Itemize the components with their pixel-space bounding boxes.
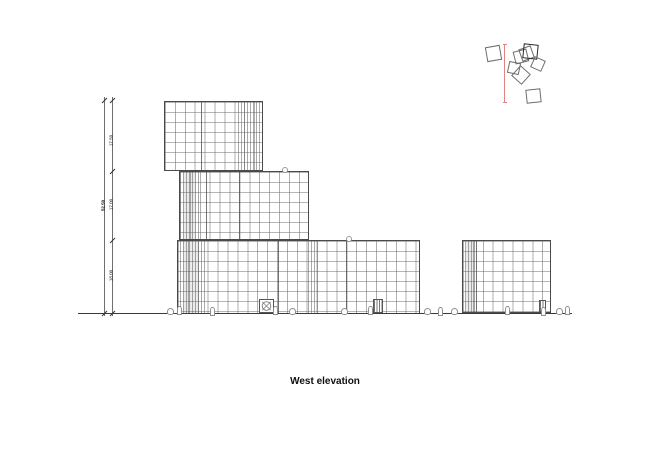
person-icon bbox=[210, 307, 215, 316]
curtain-wall-dense-strip bbox=[465, 241, 476, 312]
building-block-top bbox=[164, 101, 263, 171]
key-plan-building bbox=[525, 88, 542, 104]
key-plan-building bbox=[484, 44, 503, 63]
person-icon bbox=[177, 306, 182, 315]
grid-bubble-icon bbox=[282, 167, 288, 173]
section-marker-line bbox=[501, 44, 508, 103]
dimension-line-overall bbox=[104, 97, 105, 316]
revolving-door-icon bbox=[259, 299, 274, 313]
curtain-wall-dense-strip bbox=[308, 241, 318, 313]
person-icon bbox=[541, 307, 546, 316]
building-block-middle bbox=[179, 167, 309, 240]
drawing-title: West elevation bbox=[290, 376, 360, 387]
dimension-value-segment-middle: 17.00 bbox=[108, 198, 114, 211]
curtain-wall-dense-strip bbox=[180, 241, 207, 313]
grid-major-line bbox=[278, 241, 279, 313]
dimension-value-segment-top: 17.50 bbox=[108, 134, 114, 147]
entry-door-icon bbox=[373, 299, 383, 313]
person-icon bbox=[505, 306, 510, 315]
grid-major-line bbox=[239, 172, 240, 239]
shrub-icon bbox=[451, 308, 458, 315]
dimension-line-segments bbox=[112, 97, 113, 316]
grid-major-line bbox=[346, 241, 347, 313]
person-icon bbox=[273, 306, 278, 315]
grid-major-line bbox=[206, 172, 207, 239]
grid-major-line bbox=[201, 102, 202, 170]
ground-line bbox=[78, 313, 572, 315]
person-icon bbox=[565, 306, 570, 315]
dimension-value-segment-bottom: 18.00 bbox=[108, 269, 114, 282]
person-icon bbox=[368, 306, 373, 315]
person-icon bbox=[438, 307, 443, 316]
building-block-annex bbox=[462, 240, 551, 313]
dimension-value-overall: 52.50 bbox=[100, 199, 106, 212]
shrub-icon bbox=[289, 308, 296, 315]
grid-major-line bbox=[476, 241, 477, 312]
shrub-icon bbox=[556, 308, 563, 315]
shrub-icon bbox=[424, 308, 431, 315]
curtain-wall-dense-strip bbox=[180, 172, 200, 239]
building-block-base bbox=[177, 236, 420, 314]
curtain-wall-dense-strip bbox=[238, 102, 260, 170]
grid-bubble-icon bbox=[346, 236, 352, 242]
shrub-icon bbox=[167, 308, 174, 315]
shrub-icon bbox=[341, 308, 348, 315]
